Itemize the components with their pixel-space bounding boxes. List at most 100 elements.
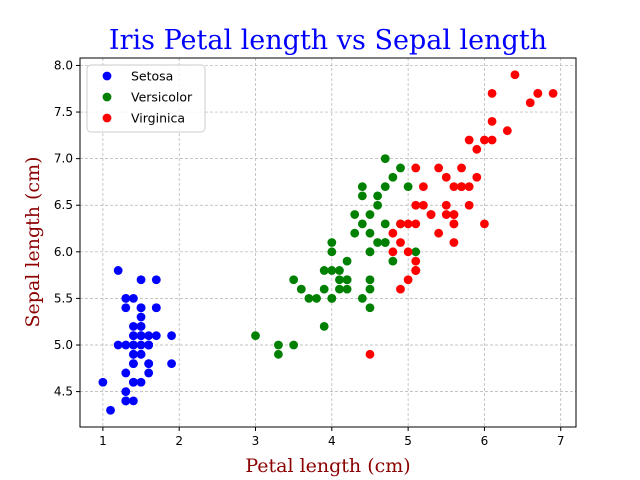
point-versicolor [251, 331, 260, 340]
point-versicolor [335, 285, 344, 294]
point-versicolor [396, 164, 405, 173]
point-versicolor [358, 219, 367, 228]
point-versicolor [320, 322, 329, 331]
point-setosa [106, 406, 115, 415]
point-setosa [152, 331, 161, 340]
point-virginica [457, 164, 466, 173]
point-versicolor [274, 350, 283, 359]
point-virginica [442, 173, 451, 182]
x-tick-label: 2 [175, 434, 183, 448]
point-virginica [549, 89, 558, 98]
point-virginica [411, 266, 420, 275]
point-versicolor [388, 173, 397, 182]
y-tick-label: 5.0 [54, 338, 73, 352]
point-virginica [404, 247, 413, 256]
point-versicolor [343, 275, 352, 284]
point-setosa [121, 341, 130, 350]
point-virginica [419, 182, 428, 191]
point-setosa [121, 303, 130, 312]
point-versicolor [320, 285, 329, 294]
legend: Setosa Versicolor Virginica [87, 65, 205, 132]
point-setosa [144, 369, 153, 378]
point-versicolor [373, 238, 382, 247]
point-versicolor [350, 210, 359, 219]
point-virginica [396, 219, 405, 228]
point-versicolor [381, 154, 390, 163]
x-axis-label: Petal length (cm) [245, 455, 410, 477]
point-setosa [114, 266, 123, 275]
point-virginica [480, 219, 489, 228]
point-versicolor [289, 275, 298, 284]
x-tick-label: 7 [557, 434, 565, 448]
point-virginica [465, 136, 474, 145]
legend-label-versicolor: Versicolor [131, 90, 193, 105]
point-virginica [526, 98, 535, 107]
y-tick-label: 7.0 [54, 152, 73, 166]
point-setosa [121, 369, 130, 378]
point-versicolor [366, 303, 375, 312]
point-setosa [129, 341, 138, 350]
point-versicolor [320, 266, 329, 275]
point-versicolor [366, 229, 375, 238]
legend-marker-virginica [103, 114, 112, 123]
point-setosa [167, 331, 176, 340]
point-virginica [411, 201, 420, 210]
point-setosa [137, 331, 146, 340]
point-versicolor [327, 266, 336, 275]
point-setosa [121, 397, 130, 406]
point-versicolor [411, 247, 420, 256]
point-versicolor [343, 257, 352, 266]
point-virginica [465, 201, 474, 210]
point-versicolor [343, 285, 352, 294]
point-versicolor [335, 266, 344, 275]
point-versicolor [327, 238, 336, 247]
legend-marker-setosa [103, 72, 112, 81]
point-versicolor [381, 238, 390, 247]
x-tick-label: 3 [252, 434, 260, 448]
x-tick-label: 6 [481, 434, 489, 448]
point-setosa [137, 275, 146, 284]
point-setosa [167, 359, 176, 368]
point-virginica [419, 201, 428, 210]
point-virginica [465, 182, 474, 191]
point-virginica [427, 210, 436, 219]
point-virginica [533, 89, 542, 98]
y-tick-label: 5.5 [54, 291, 73, 305]
point-virginica [411, 164, 420, 173]
point-virginica [396, 285, 405, 294]
x-tick-label: 5 [404, 434, 412, 448]
point-versicolor [305, 294, 314, 303]
point-setosa [129, 397, 138, 406]
point-virginica [457, 182, 466, 191]
y-tick-label: 4.5 [54, 385, 73, 399]
point-versicolor [373, 192, 382, 201]
point-setosa [114, 341, 123, 350]
point-virginica [472, 145, 481, 154]
point-setosa [144, 341, 153, 350]
point-setosa [129, 331, 138, 340]
legend-marker-versicolor [103, 93, 112, 102]
point-versicolor [388, 257, 397, 266]
point-versicolor [327, 247, 336, 256]
point-versicolor [381, 182, 390, 191]
point-versicolor [366, 275, 375, 284]
point-virginica [434, 164, 443, 173]
point-versicolor [350, 229, 359, 238]
point-virginica [450, 210, 459, 219]
point-setosa [129, 294, 138, 303]
point-setosa [137, 303, 146, 312]
point-virginica [388, 247, 397, 256]
point-versicolor [358, 192, 367, 201]
y-tick-label: 8.0 [54, 58, 73, 72]
point-setosa [137, 313, 146, 322]
point-versicolor [312, 294, 321, 303]
point-versicolor [297, 285, 306, 294]
x-tick-label: 1 [99, 434, 107, 448]
point-virginica [450, 182, 459, 191]
point-virginica [388, 229, 397, 238]
point-setosa [152, 275, 161, 284]
point-virginica [366, 350, 375, 359]
point-versicolor [289, 341, 298, 350]
point-setosa [137, 378, 146, 387]
